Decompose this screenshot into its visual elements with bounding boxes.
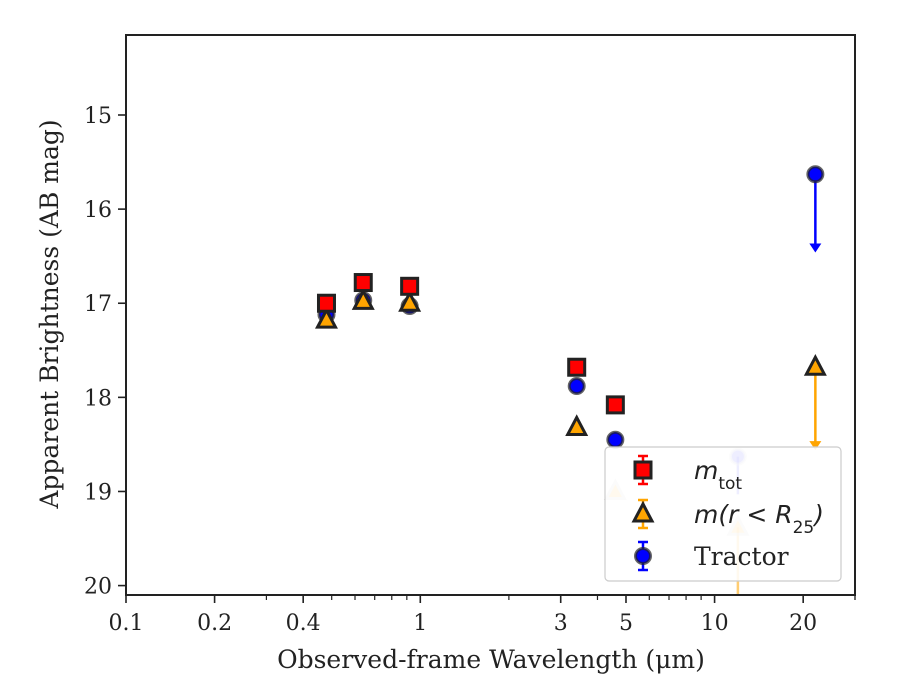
data-point-triangle	[398, 290, 422, 312]
data-point-square	[316, 293, 336, 313]
legend-label: Tractor	[694, 542, 789, 571]
data-point-square	[605, 395, 625, 415]
x-tick-label: 5	[619, 611, 633, 636]
legend-marker-circle	[634, 547, 652, 565]
data-point-triangle	[565, 414, 589, 436]
legend-label-subscript: 25	[793, 518, 815, 538]
x-tick-label: 0.4	[286, 611, 321, 636]
x-tick-label: 0.1	[109, 611, 144, 636]
x-tick-label: 10	[701, 611, 729, 636]
data-point-circle	[606, 430, 625, 449]
upper-limit-arrow-head	[809, 441, 822, 451]
x-tick-label: 1	[413, 611, 427, 636]
y-tick-label: 16	[84, 198, 112, 223]
x-axis-title: Observed-frame Wavelength (μm)	[277, 645, 705, 674]
upper-limit-arrow-head	[809, 243, 822, 253]
x-tick-label: 0.2	[197, 611, 232, 636]
y-tick-label: 17	[84, 292, 112, 317]
data-point-triangle	[803, 354, 827, 376]
upper-limit-arrow	[809, 367, 822, 451]
data-point-square	[567, 357, 587, 377]
data-point-square	[353, 273, 373, 293]
data-point-square	[400, 276, 420, 296]
legend-box	[604, 446, 842, 582]
data-point-circle	[567, 377, 586, 396]
upper-limit-arrow	[809, 174, 822, 253]
data-point-triangle	[314, 306, 338, 329]
axes-layer: 0.1 0.2 0.4 1 3 5 10 20 15 16 17 18 19 20	[84, 34, 856, 636]
x-tick-label: 20	[789, 611, 817, 636]
y-tick-label: 15	[84, 104, 112, 129]
legend-marker-triangle	[631, 500, 655, 523]
legend-label-suffix: )	[812, 500, 824, 529]
y-tick-label: 18	[84, 386, 112, 411]
y-tick-label: 19	[84, 480, 112, 505]
data-point-circle	[806, 165, 825, 184]
data-point-triangle	[351, 288, 375, 310]
y-axis-title: Apparent Brightness (AB mag)	[35, 119, 64, 509]
x-tick-label: 3	[554, 611, 568, 636]
legend-label-subscript: tot	[718, 474, 742, 494]
plot-frame	[125, 34, 856, 596]
y-tick-label: 20	[84, 575, 112, 600]
legend-marker-square	[633, 460, 653, 480]
